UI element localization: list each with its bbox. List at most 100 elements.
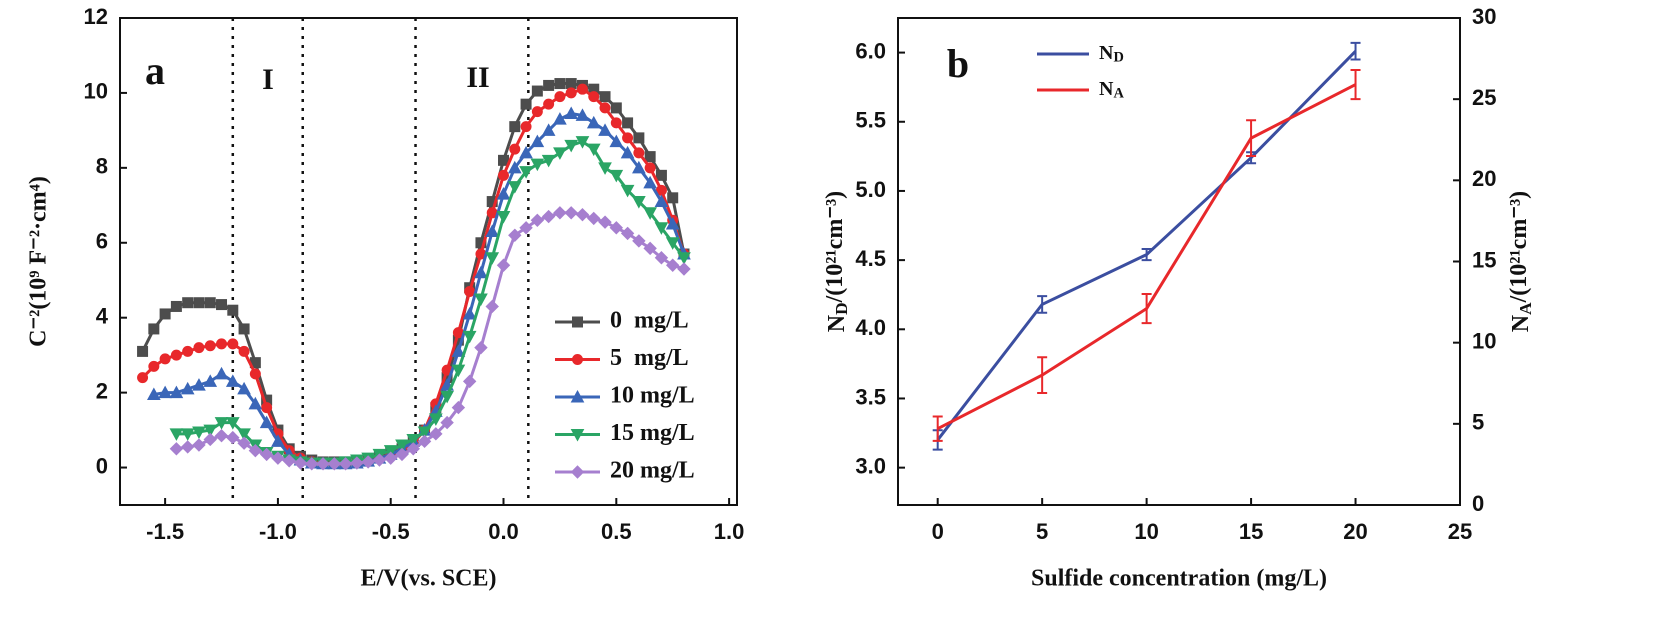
- y-tick-label: 0: [96, 453, 108, 478]
- marker: [204, 340, 216, 352]
- marker: [622, 117, 634, 129]
- y-tick-label: 8: [96, 154, 108, 179]
- marker: [148, 323, 160, 335]
- marker: [643, 175, 657, 189]
- marker: [553, 206, 567, 220]
- x-tick-label: -0.5: [372, 519, 410, 544]
- marker: [137, 372, 149, 384]
- y-axis-label: C⁻²(10⁹ F⁻²·cm⁴): [26, 176, 52, 347]
- marker: [261, 402, 273, 414]
- marker: [598, 123, 612, 136]
- marker: [509, 143, 521, 155]
- marker: [259, 447, 274, 462]
- marker: [237, 436, 251, 450]
- marker: [462, 374, 477, 389]
- marker: [372, 453, 387, 467]
- marker: [417, 434, 432, 449]
- marker: [237, 381, 251, 395]
- x-tick-label: 0.0: [488, 519, 519, 544]
- marker: [429, 427, 443, 441]
- marker: [158, 385, 172, 399]
- series-line: [936, 50, 1357, 441]
- marker: [137, 345, 149, 357]
- marker: [249, 368, 261, 380]
- region-label: I: [262, 63, 274, 96]
- y2-tick-label: 25: [1472, 85, 1496, 110]
- marker: [440, 415, 454, 430]
- marker: [543, 98, 555, 110]
- marker: [519, 221, 533, 235]
- marker: [667, 192, 679, 204]
- error-bar: [1141, 248, 1152, 262]
- marker: [203, 374, 218, 387]
- marker: [496, 187, 511, 200]
- marker: [570, 389, 585, 403]
- marker: [519, 145, 533, 159]
- error-bar: [932, 415, 943, 442]
- marker: [338, 457, 353, 471]
- plot-frame: [119, 17, 738, 506]
- panel: -1.5 -1.0 -0.5 0.0 0.5 1.0 0 2 4 6 8 10 12 E/V(vs. SC…: [26, 4, 745, 592]
- marker: [486, 196, 498, 208]
- marker: [259, 415, 274, 429]
- marker: [395, 439, 409, 453]
- marker: [192, 438, 206, 452]
- marker: [440, 390, 454, 404]
- marker: [654, 222, 669, 235]
- marker: [570, 465, 585, 479]
- marker: [665, 216, 680, 230]
- marker: [575, 108, 590, 121]
- marker: [226, 430, 240, 445]
- marker: [193, 342, 205, 354]
- y-tick-label: 2: [96, 378, 108, 403]
- marker: [665, 258, 680, 272]
- marker: [148, 360, 160, 372]
- marker: [530, 134, 545, 148]
- marker: [610, 102, 622, 114]
- marker: [588, 91, 600, 103]
- marker: [609, 221, 624, 235]
- x-tick-label: 1.0: [714, 519, 745, 544]
- marker: [643, 241, 657, 256]
- marker: [271, 434, 285, 447]
- marker: [509, 121, 521, 133]
- marker: [361, 455, 375, 469]
- marker: [462, 330, 477, 344]
- x-tick-label: 5: [1036, 519, 1048, 544]
- marker: [417, 426, 432, 439]
- marker: [271, 451, 285, 465]
- marker: [498, 169, 510, 181]
- marker: [428, 413, 443, 426]
- marker: [327, 457, 342, 471]
- legend-label: ND: [1099, 42, 1124, 66]
- marker: [193, 297, 205, 309]
- marker: [620, 145, 635, 159]
- legend-label: 20 mg/L: [610, 458, 695, 484]
- marker: [293, 456, 308, 470]
- panel: 0 5 10 15 20 25 3.0 3.5 4.0 4.5 5.0 5.5 6.0 0 5 10 15 20 2…: [821, 4, 1535, 592]
- marker: [507, 160, 522, 174]
- marker: [610, 117, 622, 129]
- marker: [531, 106, 543, 118]
- series-line: [141, 87, 686, 465]
- error-bar: [1037, 295, 1048, 314]
- marker: [214, 417, 229, 430]
- marker: [599, 102, 611, 114]
- marker: [586, 115, 601, 129]
- panel-label: a: [145, 48, 165, 93]
- x-tick-label: 25: [1448, 519, 1472, 544]
- marker: [655, 169, 667, 181]
- marker: [586, 143, 601, 157]
- marker: [282, 454, 296, 468]
- marker: [451, 344, 466, 357]
- marker: [654, 194, 669, 208]
- marker: [598, 215, 612, 229]
- marker: [203, 424, 218, 438]
- x-tick-label: 20: [1343, 519, 1367, 544]
- y-tick-label: 4.5: [855, 246, 886, 271]
- marker: [238, 323, 250, 335]
- marker: [531, 85, 543, 97]
- marker: [632, 234, 646, 248]
- marker: [520, 98, 532, 110]
